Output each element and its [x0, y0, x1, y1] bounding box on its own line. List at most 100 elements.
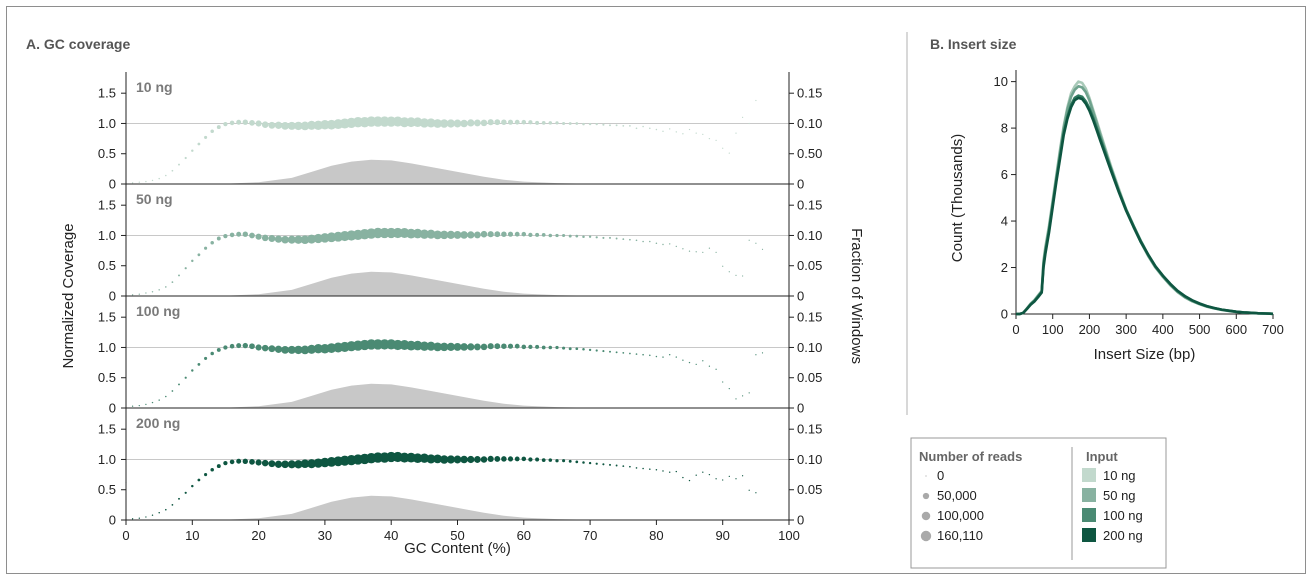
data-point	[204, 473, 208, 477]
data-point	[555, 345, 559, 350]
legend-color-swatch	[1082, 488, 1096, 502]
data-point	[635, 127, 638, 130]
y2-tick-label: 0.10	[797, 340, 822, 355]
data-point	[281, 235, 289, 244]
legend-size-label: 0	[937, 468, 944, 483]
data-point	[541, 121, 546, 125]
y-tick-label: 1.0	[98, 116, 116, 131]
data-point	[514, 343, 520, 349]
b-x-tick-label: 0	[1012, 322, 1019, 337]
data-point	[419, 229, 430, 239]
data-point	[602, 123, 605, 126]
data-point	[197, 363, 201, 366]
data-point	[688, 250, 691, 252]
data-point	[588, 461, 592, 465]
data-point	[514, 119, 520, 125]
data-point	[602, 236, 605, 239]
data-point	[412, 453, 423, 463]
data-point	[216, 125, 221, 130]
data-point	[223, 345, 228, 350]
data-point	[662, 243, 664, 246]
data-point	[480, 230, 488, 238]
y-tick-label: 1.0	[98, 228, 116, 243]
data-point	[406, 117, 416, 128]
data-point	[548, 233, 553, 238]
y2-tick-label: 0.10	[797, 228, 822, 243]
data-point	[236, 119, 242, 125]
x-axis-label: GC Content (%)	[404, 540, 511, 557]
legend-size-label: 100,000	[937, 508, 984, 523]
legend-box	[910, 437, 1167, 569]
y-tick-label: 0	[109, 401, 116, 416]
legend-size-marker	[925, 475, 927, 477]
data-point	[588, 348, 592, 352]
data-point	[460, 343, 468, 351]
data-point	[138, 181, 140, 183]
legend-size-marker	[921, 511, 931, 521]
data-point	[307, 344, 317, 354]
data-point	[622, 352, 625, 354]
data-point	[460, 455, 468, 464]
data-point	[642, 125, 644, 128]
data-point	[281, 460, 289, 469]
data-point	[668, 243, 671, 245]
data-point	[615, 351, 618, 354]
data-point	[210, 468, 214, 472]
data-point	[426, 229, 436, 239]
data-point	[668, 471, 671, 473]
data-point	[446, 230, 456, 240]
x-tick-label: 90	[715, 528, 729, 543]
legend-color-swatch	[1082, 508, 1096, 522]
x-tick-label: 50	[450, 528, 464, 543]
data-point	[682, 359, 684, 361]
data-point	[419, 341, 430, 351]
data-point	[761, 352, 764, 354]
y2-tick-label: 0.15	[797, 310, 822, 325]
legend-size-marker	[922, 492, 930, 500]
data-point	[615, 237, 618, 240]
data-point	[655, 128, 658, 131]
y-tick-label: 0.5	[98, 258, 116, 273]
data-point	[255, 344, 262, 351]
data-point	[741, 116, 744, 119]
data-point	[535, 232, 540, 237]
data-point	[460, 119, 468, 128]
data-point	[261, 459, 269, 467]
data-point	[268, 345, 276, 353]
data-point	[575, 347, 579, 351]
legend-input-label: 100 ng	[1103, 508, 1143, 523]
data-point	[715, 139, 717, 142]
y2-axis-label: Fraction of Windows	[848, 228, 865, 364]
data-point	[514, 456, 520, 462]
data-point	[480, 119, 488, 127]
data-point	[467, 231, 475, 239]
data-point	[178, 383, 180, 386]
data-point	[629, 465, 631, 468]
data-point	[761, 248, 764, 251]
data-point	[541, 233, 546, 237]
data-point	[184, 156, 187, 160]
data-point	[171, 281, 174, 283]
data-point	[615, 464, 618, 467]
data-point	[480, 343, 488, 351]
data-point	[151, 514, 154, 516]
data-point	[748, 489, 750, 491]
data-point	[575, 460, 579, 464]
data-point	[521, 456, 527, 462]
data-point	[668, 128, 671, 130]
data-point	[473, 456, 481, 463]
data-point	[204, 135, 208, 139]
data-point	[446, 455, 456, 464]
data-point	[300, 235, 310, 245]
data-point	[249, 459, 255, 465]
data-point	[300, 459, 310, 469]
data-point	[555, 459, 559, 463]
data-point	[426, 454, 436, 464]
data-point	[439, 455, 449, 464]
data-point	[494, 343, 501, 350]
b-x-tick-label: 700	[1262, 322, 1284, 337]
data-point	[521, 344, 527, 350]
data-point	[588, 235, 592, 238]
y2-tick-label: 0.05	[797, 482, 822, 497]
data-point	[158, 399, 160, 401]
